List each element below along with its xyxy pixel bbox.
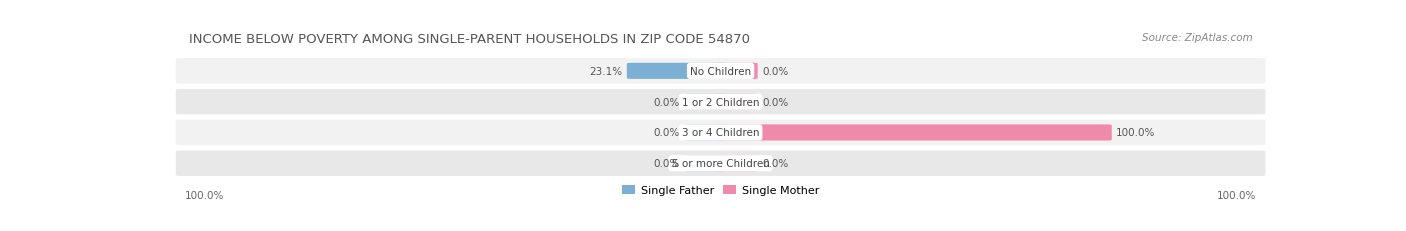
Text: 5 or more Children: 5 or more Children	[672, 159, 769, 169]
Text: 0.0%: 0.0%	[652, 159, 679, 169]
Text: 1 or 2 Children: 1 or 2 Children	[682, 97, 759, 107]
Text: 0.0%: 0.0%	[652, 128, 679, 138]
FancyBboxPatch shape	[683, 155, 725, 172]
FancyBboxPatch shape	[716, 125, 1112, 141]
Text: 100.0%: 100.0%	[1218, 190, 1257, 200]
Text: 100.0%: 100.0%	[1116, 128, 1156, 138]
FancyBboxPatch shape	[716, 64, 758, 79]
FancyBboxPatch shape	[176, 90, 1265, 115]
Text: 100.0%: 100.0%	[184, 190, 224, 200]
Text: INCOME BELOW POVERTY AMONG SINGLE-PARENT HOUSEHOLDS IN ZIP CODE 54870: INCOME BELOW POVERTY AMONG SINGLE-PARENT…	[188, 33, 749, 46]
Text: No Children: No Children	[690, 67, 751, 76]
FancyBboxPatch shape	[683, 125, 725, 141]
FancyBboxPatch shape	[716, 94, 758, 110]
Text: 0.0%: 0.0%	[762, 97, 789, 107]
Text: 0.0%: 0.0%	[652, 97, 679, 107]
Text: 0.0%: 0.0%	[762, 159, 789, 169]
FancyBboxPatch shape	[176, 151, 1265, 176]
Text: 0.0%: 0.0%	[762, 67, 789, 76]
FancyBboxPatch shape	[683, 94, 725, 110]
Text: Source: ZipAtlas.com: Source: ZipAtlas.com	[1142, 33, 1253, 43]
FancyBboxPatch shape	[176, 120, 1265, 146]
Legend: Single Father, Single Mother: Single Father, Single Mother	[617, 181, 824, 200]
FancyBboxPatch shape	[627, 64, 725, 79]
Text: 23.1%: 23.1%	[589, 67, 623, 76]
FancyBboxPatch shape	[176, 59, 1265, 84]
FancyBboxPatch shape	[716, 155, 758, 172]
Text: 3 or 4 Children: 3 or 4 Children	[682, 128, 759, 138]
